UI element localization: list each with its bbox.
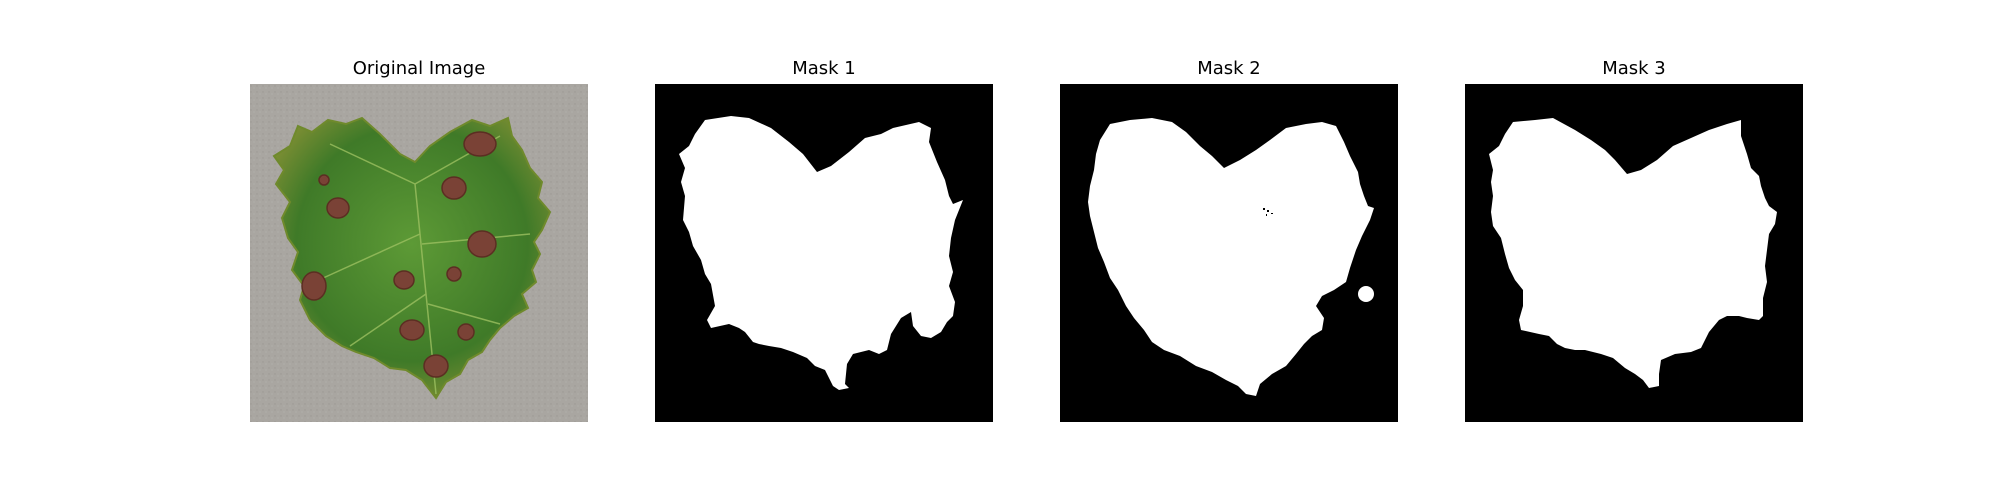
panel-title-mask-2: Mask 2 — [1197, 58, 1261, 79]
mask-3-image — [1465, 84, 1803, 422]
leaf-shape — [272, 116, 552, 400]
mask-1-foreground — [679, 116, 963, 390]
mask-3-foreground — [1489, 118, 1777, 388]
panel-title-original: Original Image — [352, 58, 486, 79]
leaf-lesions — [301, 131, 497, 378]
mask-2-blob — [1358, 286, 1374, 302]
mask-2-noise — [1263, 208, 1273, 216]
panel-title-mask-1: Mask 1 — [792, 58, 856, 79]
panel-title-mask-3: Mask 3 — [1602, 58, 1666, 79]
original-image — [250, 84, 588, 422]
mask-2-foreground — [1088, 118, 1374, 396]
mask-1-image — [655, 84, 993, 422]
leaf-photo — [250, 84, 588, 422]
mask-2-image — [1060, 84, 1398, 422]
